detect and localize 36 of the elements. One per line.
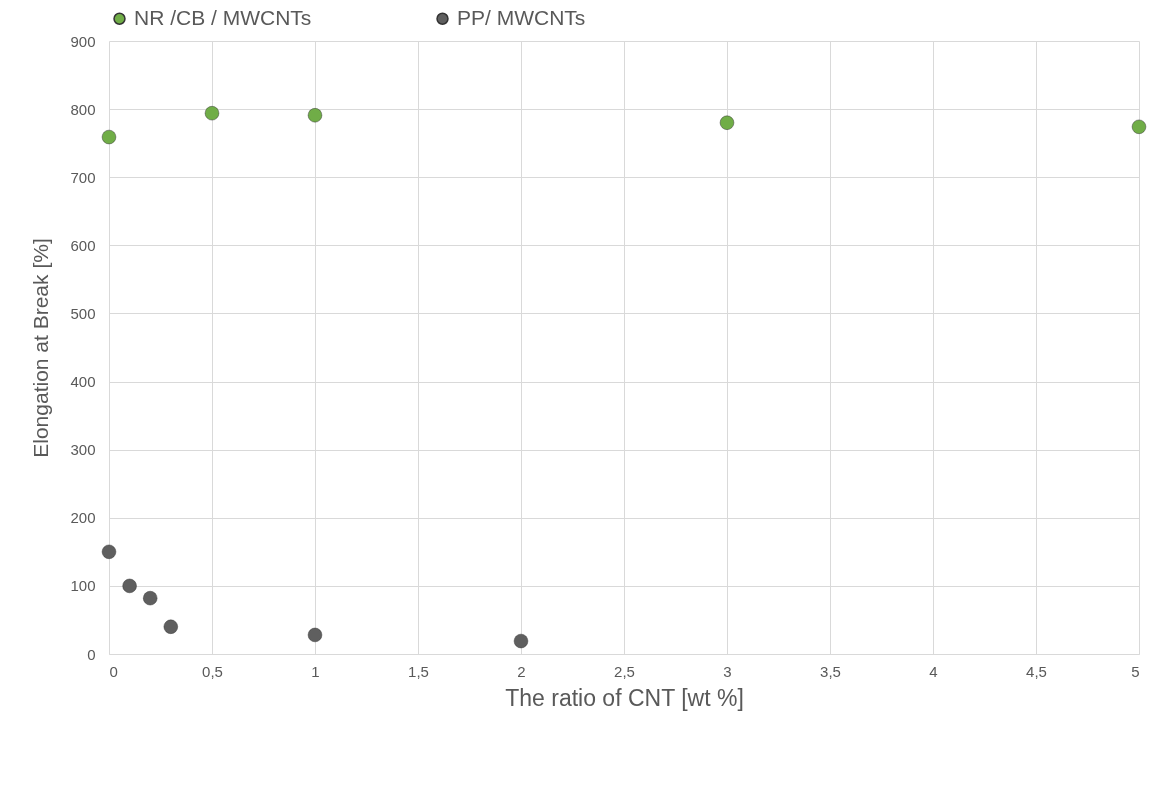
y-tick-label: 800 xyxy=(70,100,96,118)
x-tick-label: 4,5 xyxy=(1026,662,1047,680)
point xyxy=(307,627,323,643)
y-tick-label: 300 xyxy=(70,441,96,459)
point xyxy=(101,129,117,145)
x-tick-label: 2 xyxy=(517,662,526,680)
x-tick-label: 0,5 xyxy=(202,662,223,680)
point xyxy=(142,590,158,606)
point xyxy=(101,544,117,560)
y-tick-label: 200 xyxy=(70,509,96,527)
x-tick-label: 5 xyxy=(1131,662,1140,680)
point xyxy=(204,105,220,121)
y-tick-label: 900 xyxy=(70,32,96,50)
y-tick-label: 500 xyxy=(70,304,96,322)
point xyxy=(307,107,323,123)
y-tick-label: 100 xyxy=(70,577,96,595)
y-tick-label: 700 xyxy=(70,168,96,186)
x-axis-title: The ratio of CNT [wt %] xyxy=(505,684,744,711)
point xyxy=(1131,119,1147,135)
point xyxy=(513,633,529,649)
x-tick-label: 0 xyxy=(109,662,118,680)
y-tick-label: 600 xyxy=(70,236,96,254)
x-tick-label: 3 xyxy=(723,662,732,680)
x-tick-label: 4 xyxy=(929,662,938,680)
point xyxy=(719,115,735,131)
point xyxy=(163,619,179,635)
x-tick-label: 2,5 xyxy=(614,662,635,680)
legend-label: NR /CB / MWCNTs xyxy=(134,5,312,29)
point xyxy=(122,578,137,594)
y-axis-title: Elongation at Break [%] xyxy=(29,238,53,458)
x-tick-label: 3,5 xyxy=(820,662,841,680)
legend-label: PP/ MWCNTs xyxy=(457,5,586,29)
y-tick-label: 400 xyxy=(70,373,96,391)
y-tick-label: 0 xyxy=(87,645,96,663)
x-tick-label: 1 xyxy=(311,662,320,680)
x-tick-label: 1,5 xyxy=(408,662,429,680)
